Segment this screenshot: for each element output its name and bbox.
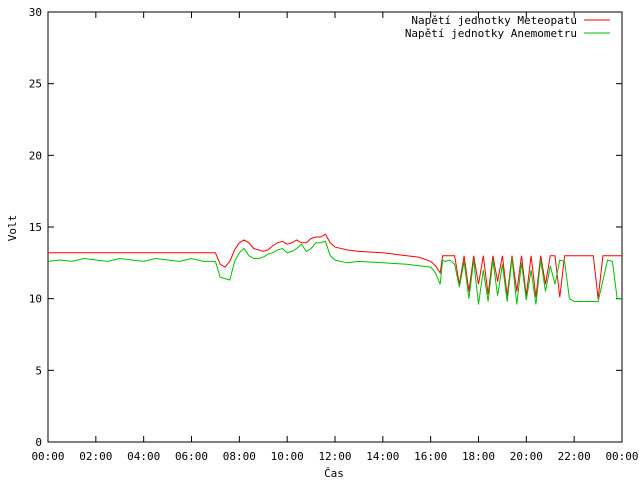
x-tick-label: 06:00: [175, 450, 208, 463]
x-tick-label: 22:00: [558, 450, 591, 463]
x-tick-label: 10:00: [271, 450, 304, 463]
y-tick-label: 15: [29, 221, 42, 234]
x-tick-label: 18:00: [462, 450, 495, 463]
series-line-1: [47, 240, 622, 305]
series-line-0: [48, 233, 622, 299]
plot-frame: [47, 11, 623, 443]
y-tick-label: 10: [29, 293, 42, 306]
y-tick-label: 20: [29, 149, 42, 162]
legend: Napětí jednotky Meteopatu Napětí jednotk…: [405, 14, 610, 40]
x-tick-label: 20:00: [510, 450, 543, 463]
y-axis-ticks: 0 5 10 15 20 25 30: [29, 6, 622, 449]
x-axis-ticks: 00:00 02:00 04:00 06:00 08:00 10:00 12:00 14:00…: [31, 12, 639, 463]
y-axis-title: Volt: [6, 215, 19, 242]
y-tick-label: 5: [35, 364, 42, 377]
x-tick-label: 14:00: [366, 450, 399, 463]
x-axis-title: Čas: [324, 467, 344, 480]
x-tick-label: 16:00: [414, 450, 447, 463]
x-tick-label: 00:00: [605, 450, 638, 463]
x-tick-label: 02:00: [79, 450, 112, 463]
y-tick-label: 25: [29, 78, 42, 91]
x-tick-label: 12:00: [318, 450, 351, 463]
x-tick-label: 08:00: [223, 450, 256, 463]
legend-label-anemometr: Napětí jednotky Anemometru: [405, 27, 577, 40]
y-tick-label: 30: [29, 6, 42, 19]
y-tick-label: 0: [35, 436, 42, 449]
series-lines: [47, 233, 622, 305]
legend-label-meteopat: Napětí jednotky Meteopatu: [411, 14, 577, 27]
x-tick-label: 04:00: [127, 450, 160, 463]
x-tick-label: 00:00: [31, 450, 64, 463]
